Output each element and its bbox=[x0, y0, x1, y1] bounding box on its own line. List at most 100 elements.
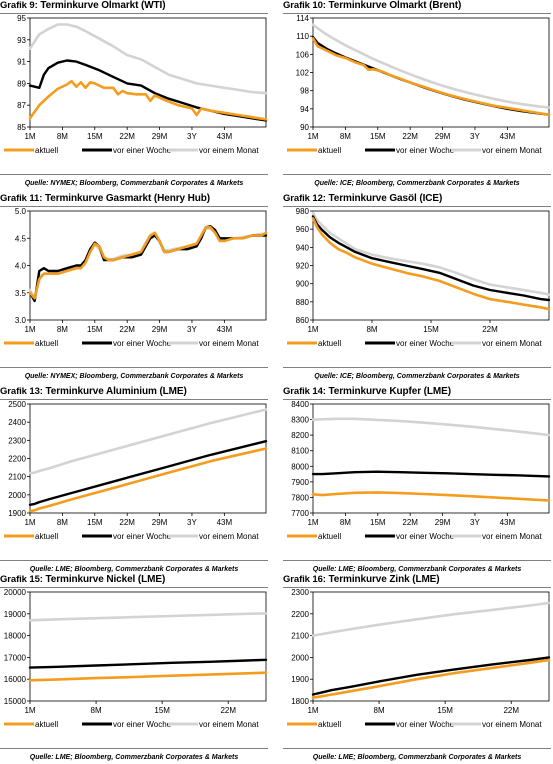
series-line-aktuell bbox=[28, 447, 268, 513]
series-line-vor-einem-monat bbox=[311, 23, 551, 109]
y-tick-label: 110 bbox=[296, 32, 309, 41]
title-divider bbox=[0, 206, 268, 207]
series-line-aktuell bbox=[311, 491, 551, 502]
y-tick-label: 1800 bbox=[291, 697, 309, 706]
chart-title: Grafik 15: Terminkurve Nickel (LME) bbox=[0, 574, 270, 585]
x-tick-label: 15M bbox=[87, 132, 103, 141]
bottom-divider bbox=[0, 174, 268, 175]
bottom-divider bbox=[283, 748, 551, 749]
y-tick-label: 4.5 bbox=[15, 234, 27, 243]
y-tick-label: 19000 bbox=[4, 610, 27, 619]
x-tick-label: 43M bbox=[217, 132, 233, 141]
chart-source: Quelle: NYMEX; Bloomberg, Commerzbank Co… bbox=[24, 180, 244, 187]
y-tick-label: 2100 bbox=[291, 632, 309, 641]
x-tick-label: 8M bbox=[57, 132, 68, 141]
x-tick-label: 29M bbox=[152, 518, 168, 527]
chart-number: Grafik 16: bbox=[283, 574, 326, 585]
series-line-vor-einem-monat bbox=[28, 23, 268, 95]
x-tick-label: 15M bbox=[437, 706, 453, 715]
series-line-aktuell bbox=[28, 79, 268, 121]
chart-kupfer: 7700 7800 7900 8000 8100 8200 8300 8400 1M 8M 15M 2… bbox=[287, 400, 551, 541]
x-tick-label: 1M bbox=[307, 132, 318, 141]
legend-label-vor-einer-woche: vor einer Woche bbox=[113, 720, 172, 729]
y-tick-label: 89 bbox=[17, 79, 26, 88]
x-tick-label: 8M bbox=[374, 706, 385, 715]
x-tick-label: 1M bbox=[24, 518, 35, 527]
plot-area bbox=[29, 17, 267, 128]
x-tick-label: 22M bbox=[402, 518, 418, 527]
series-line-aktuell bbox=[311, 658, 551, 699]
y-tick-label: 98 bbox=[300, 87, 309, 96]
x-tick-label: 3Y bbox=[470, 518, 480, 527]
y-tick-label: 102 bbox=[296, 69, 310, 78]
legend-label-aktuell: aktuell bbox=[318, 339, 341, 348]
x-tick-label: 43M bbox=[217, 518, 233, 527]
chart-panel-nickel: Grafik 15: Terminkurve Nickel (LME) 1500… bbox=[0, 574, 270, 764]
series-line-vor-einer-woche bbox=[28, 440, 268, 507]
x-tick-label: 15M bbox=[370, 132, 386, 141]
y-tick-label: 940 bbox=[296, 243, 310, 252]
chart-panel-kupfer: Grafik 14: Terminkurve Kupfer (LME) 7700… bbox=[283, 386, 553, 576]
x-tick-label: 29M bbox=[435, 132, 451, 141]
title-divider bbox=[0, 399, 268, 400]
legend-label-vor-einem-monat: vor einem Monat bbox=[199, 720, 259, 729]
y-tick-label: 980 bbox=[296, 207, 310, 216]
legend-label-aktuell: aktuell bbox=[35, 720, 58, 729]
x-tick-label: 22M bbox=[220, 706, 236, 715]
y-tick-label: 95 bbox=[17, 14, 26, 23]
y-tick-label: 4.0 bbox=[15, 262, 27, 271]
x-tick-label: 22M bbox=[482, 325, 498, 334]
chart-number: Grafik 10: bbox=[283, 0, 326, 11]
legend-label-vor-einer-woche: vor einer Woche bbox=[396, 146, 455, 155]
chart-source: Quelle: LME; Bloomberg, Commerzbank Corp… bbox=[29, 566, 239, 573]
chart-title: Grafik 12: Terminkurve Gasöl (ICE) bbox=[283, 193, 553, 204]
chart-aluminium: 1900 2000 2100 2200 2300 2400 2500 1M 8M 15M 22M 29… bbox=[4, 400, 268, 541]
chart-source: Quelle: ICE; Bloomberg, Commerzbank Corp… bbox=[314, 373, 520, 380]
bottom-divider bbox=[0, 560, 268, 561]
series-line-vor-einem-monat bbox=[28, 612, 268, 622]
y-tick-label: 3.0 bbox=[15, 316, 27, 325]
legend-label-vor-einem-monat: vor einem Monat bbox=[199, 532, 259, 541]
x-tick-label: 1M bbox=[307, 518, 318, 527]
chart-zink: 1800 1900 2000 2100 2200 2300 1M 8M 15M 22M aktuel… bbox=[287, 588, 551, 729]
chart-number: Grafik 13: bbox=[0, 386, 43, 397]
plot-area bbox=[312, 403, 550, 514]
legend-label-vor-einer-woche: vor einer Woche bbox=[396, 720, 455, 729]
chart-title: Grafik 11: Terminkurve Gasmarkt (Henry H… bbox=[0, 193, 270, 204]
x-tick-label: 3Y bbox=[187, 132, 197, 141]
bottom-divider bbox=[0, 367, 268, 368]
series-line-aktuell bbox=[311, 217, 551, 311]
chart-panel-wti: Grafik 9: Terminkurve Olmarkt (WTI) 85 87… bbox=[0, 0, 270, 190]
legend-label-aktuell: aktuell bbox=[318, 532, 341, 541]
legend-label-aktuell: aktuell bbox=[35, 339, 58, 348]
y-tick-label: 2300 bbox=[291, 588, 309, 597]
x-tick-label: 22M bbox=[402, 132, 418, 141]
x-tick-label: 43M bbox=[217, 325, 233, 334]
legend-label-vor-einer-woche: vor einer Woche bbox=[113, 532, 172, 541]
y-tick-label: 91 bbox=[17, 58, 26, 67]
legend-label-vor-einem-monat: vor einem Monat bbox=[482, 720, 542, 729]
chart-title: Grafik 10: Terminkurve Olmarkt (Brent) bbox=[283, 0, 553, 11]
x-tick-label: 8M bbox=[57, 518, 68, 527]
x-tick-label: 15M bbox=[87, 518, 103, 527]
bottom-divider bbox=[283, 174, 551, 175]
y-tick-label: 106 bbox=[296, 50, 310, 59]
x-tick-label: 22M bbox=[119, 132, 135, 141]
y-tick-label: 2200 bbox=[8, 455, 26, 464]
y-tick-label: 18000 bbox=[4, 632, 27, 641]
x-tick-label: 15M bbox=[370, 518, 386, 527]
chart-title: Grafik 16: Terminkurve Zink (LME) bbox=[283, 574, 553, 585]
title-divider bbox=[283, 206, 551, 207]
y-tick-label: 8100 bbox=[291, 447, 309, 456]
y-tick-label: 85 bbox=[17, 123, 26, 132]
chart-source: Quelle: LME; Bloomberg, Commerzbank Corp… bbox=[312, 754, 522, 761]
chart-source: Quelle: NYMEX; Bloomberg, Commerzbank Co… bbox=[24, 373, 244, 380]
legend-label-vor-einem-monat: vor einem Monat bbox=[482, 146, 542, 155]
series-line-vor-einer-woche bbox=[28, 225, 268, 303]
legend-label-aktuell: aktuell bbox=[318, 720, 341, 729]
y-tick-label: 16000 bbox=[4, 675, 27, 684]
x-tick-label: 29M bbox=[152, 132, 168, 141]
x-tick-label: 1M bbox=[24, 132, 35, 141]
chart-title-text: Terminkurve Kupfer (LME) bbox=[328, 386, 452, 397]
series-line-vor-einer-woche bbox=[28, 59, 268, 122]
